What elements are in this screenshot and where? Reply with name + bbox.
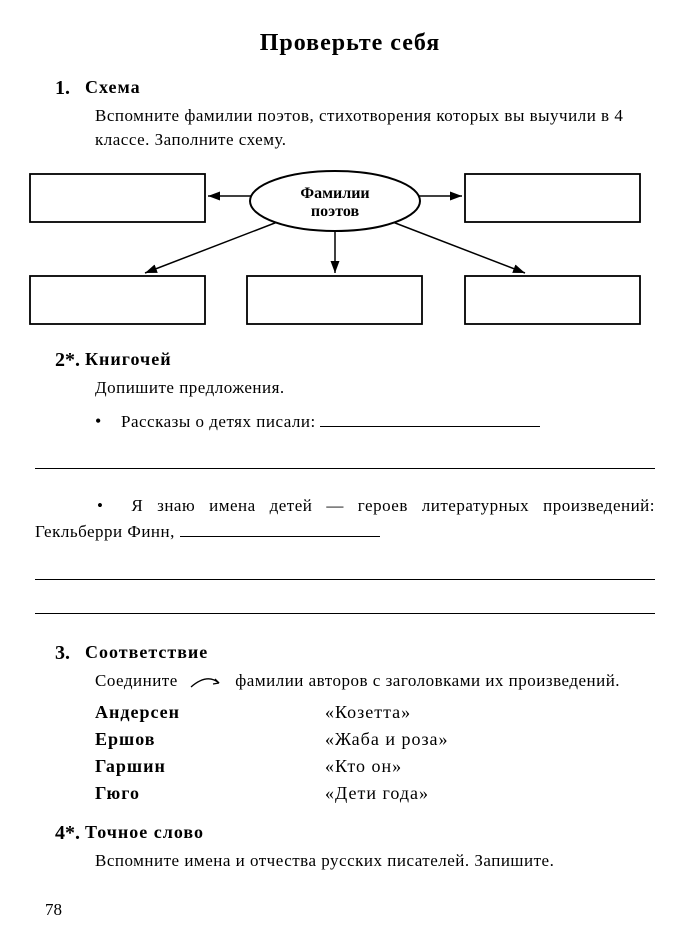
match-row: Ершов«Жаба и роза» xyxy=(95,729,655,750)
diagram-center-label: поэтов xyxy=(311,203,360,220)
match-author: Гаршин xyxy=(95,756,325,777)
curve-arrow-icon xyxy=(189,675,225,689)
bullet-icon: • xyxy=(97,496,103,515)
task-2-num: 2*. xyxy=(45,349,85,372)
task-4-num: 4*. xyxy=(45,822,85,845)
diagram-box[interactable] xyxy=(30,276,205,324)
match-title: «Кто он» xyxy=(325,756,402,777)
fill-line-full[interactable] xyxy=(35,558,655,580)
fill-line[interactable] xyxy=(320,410,540,428)
diagram-box[interactable] xyxy=(247,276,422,324)
match-row: Андерсен«Козетта» xyxy=(95,702,655,723)
task-4-title: Точное слово xyxy=(85,822,204,843)
match-row: Гюго«Дети года» xyxy=(95,783,655,804)
fill-line-full[interactable] xyxy=(35,447,655,469)
task-1-body: Вспомните фамилии поэтов, стихотворения … xyxy=(45,104,655,152)
bullet-icon: • xyxy=(95,409,121,434)
match-author: Андерсен xyxy=(95,702,325,723)
task-1: 1. Схема Вспомните фамилии поэтов, стихо… xyxy=(45,77,655,331)
diagram-box[interactable] xyxy=(465,174,640,222)
task-3-body: Соедините фамилии авторов с заголовками … xyxy=(45,669,655,693)
page-title: Проверьте себя xyxy=(45,30,655,57)
match-title: «Жаба и роза» xyxy=(325,729,449,750)
diagram: Фамилиипоэтов xyxy=(25,166,645,331)
match-row: Гаршин«Кто он» xyxy=(95,756,655,777)
match-author: Ершов xyxy=(95,729,325,750)
diagram-box[interactable] xyxy=(30,174,205,222)
task-3-body-b: фамилии авторов с заголовками их произве… xyxy=(235,671,620,690)
match-table: Андерсен«Козетта»Ершов«Жаба и роза»Гарши… xyxy=(45,702,655,804)
match-title: «Козетта» xyxy=(325,702,411,723)
task-2-title: Книгочей xyxy=(85,349,172,370)
task-1-num: 1. xyxy=(45,77,85,100)
task-2-bullet-1: • Рассказы о детях писали: xyxy=(95,409,655,435)
diagram-arrow xyxy=(145,221,280,273)
task-2-body: Допишите предложения. xyxy=(45,376,655,400)
fill-line[interactable] xyxy=(180,519,380,537)
task-3: 3. Соответствие Соедините фамилии авторо… xyxy=(45,642,655,805)
task-4: 4*. Точное слово Вспомните имена и отчес… xyxy=(45,822,655,873)
task-3-body-a: Соедините xyxy=(95,671,178,690)
diagram-box[interactable] xyxy=(465,276,640,324)
task-1-title: Схема xyxy=(85,77,141,98)
page-number: 78 xyxy=(45,900,62,920)
task-4-body: Вспомните имена и отчества русских писат… xyxy=(45,849,655,873)
diagram-arrow xyxy=(390,221,525,273)
diagram-svg: Фамилиипоэтов xyxy=(25,166,645,331)
match-title: «Дети года» xyxy=(325,783,429,804)
match-author: Гюго xyxy=(95,783,325,804)
task-2: 2*. Книгочей Допишите предложения. • Рас… xyxy=(45,349,655,614)
diagram-center-label: Фамилии xyxy=(300,185,369,202)
task-2-b1-text: Рассказы о детях писали: xyxy=(121,412,316,431)
task-3-num: 3. xyxy=(45,642,85,665)
fill-line-full[interactable] xyxy=(35,592,655,614)
task-3-title: Соответствие xyxy=(85,642,208,663)
